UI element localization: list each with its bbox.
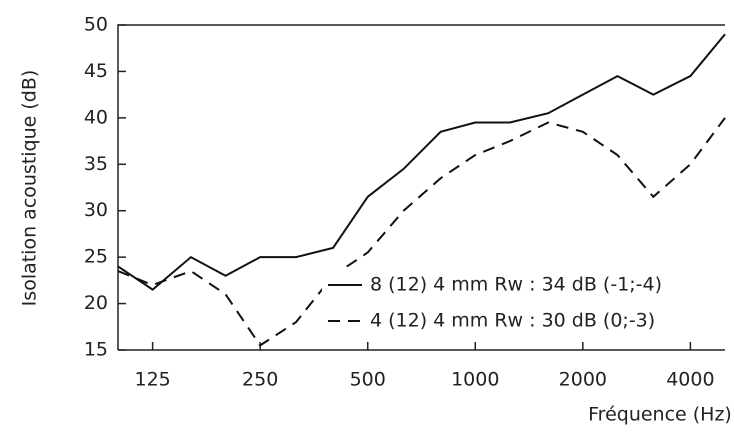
y-tick-label: 25 <box>84 246 108 268</box>
y-axis-label: Isolation acoustique (dB) <box>19 70 41 307</box>
x-tick-label: 1000 <box>451 369 499 391</box>
y-tick-label: 30 <box>84 199 108 221</box>
y-tick-label: 20 <box>84 292 108 314</box>
data-line <box>117 33 726 291</box>
legend-bg <box>322 306 722 336</box>
x-axis-label: Fréquence (Hz) <box>588 404 732 426</box>
x-tick-label: 250 <box>242 369 278 391</box>
x-tick-label: 125 <box>134 369 170 391</box>
y-tick-label: 35 <box>84 153 108 175</box>
y-tick-label: 45 <box>84 60 108 82</box>
legend-label: 4 (12) 4 mm Rw : 30 dB (0;-3) <box>370 310 655 332</box>
legend-label: 8 (12) 4 mm Rw : 34 dB (-1;-4) <box>370 274 662 296</box>
y-tick-label: 50 <box>84 14 108 36</box>
plot-frame <box>117 24 725 350</box>
legend-bg <box>322 270 722 300</box>
data-line <box>117 117 726 347</box>
y-tick-label: 40 <box>84 106 108 128</box>
x-tick-label: 2000 <box>559 369 607 391</box>
y-tick-label: 15 <box>84 339 108 361</box>
x-tick-label: 4000 <box>666 369 714 391</box>
x-tick-label: 500 <box>350 369 386 391</box>
